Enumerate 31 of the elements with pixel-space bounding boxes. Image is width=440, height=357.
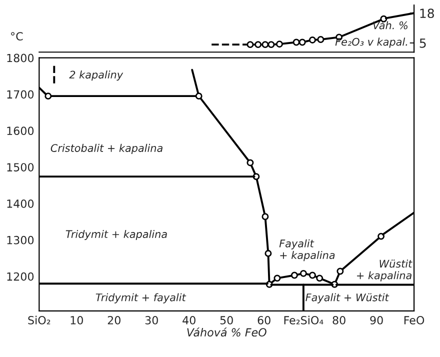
- y-tick-label: 5: [420, 38, 426, 48]
- annotation: Fayalit + kapalina: [279, 239, 335, 262]
- y-tick-label: 18: [420, 8, 434, 18]
- annotation: Tridymit + kapalina: [66, 230, 167, 240]
- annotation: Cristobalit + kapalina: [50, 144, 162, 154]
- y-tick-label: 1600: [7, 126, 34, 136]
- annotation: Tridymit + fayalit: [96, 293, 186, 304]
- y-tick-label: 1800: [7, 54, 34, 62]
- x-tick-label: 10: [70, 316, 83, 324]
- annotation: Fe₂O₃ v kapal.: [335, 38, 408, 48]
- x-tick-label: Fe₂SiO₄: [284, 316, 324, 324]
- x-axis-title: Váhová % FeO: [187, 328, 266, 337]
- x-tick-label: 60: [258, 316, 270, 324]
- y-tick-label: 1300: [7, 236, 34, 244]
- annotation: Váh. %: [373, 20, 408, 30]
- x-tick-label: SiO₂: [28, 316, 50, 324]
- x-tick-label: 40: [182, 316, 196, 324]
- x-tick-label: 90: [370, 316, 383, 324]
- x-tick-label: 80: [332, 316, 346, 324]
- annotation: Wüstit + kapalina: [357, 260, 412, 282]
- annotation: Fayalit + Wüstit: [306, 293, 390, 304]
- y-tick-label: 1400: [7, 199, 34, 208]
- y-tick-label: 1500: [7, 163, 34, 172]
- y-tick-label: 1700: [7, 90, 34, 99]
- x-tick-label: 30: [145, 316, 158, 324]
- x-tick-label: 50: [220, 316, 233, 324]
- x-tick-label: FeO: [404, 316, 424, 324]
- x-tick-label: 20: [108, 316, 120, 324]
- annotation: 2 kapaliny: [69, 70, 124, 81]
- y-tick-label: 1200: [7, 272, 34, 281]
- y-axis-title: °C: [11, 32, 23, 40]
